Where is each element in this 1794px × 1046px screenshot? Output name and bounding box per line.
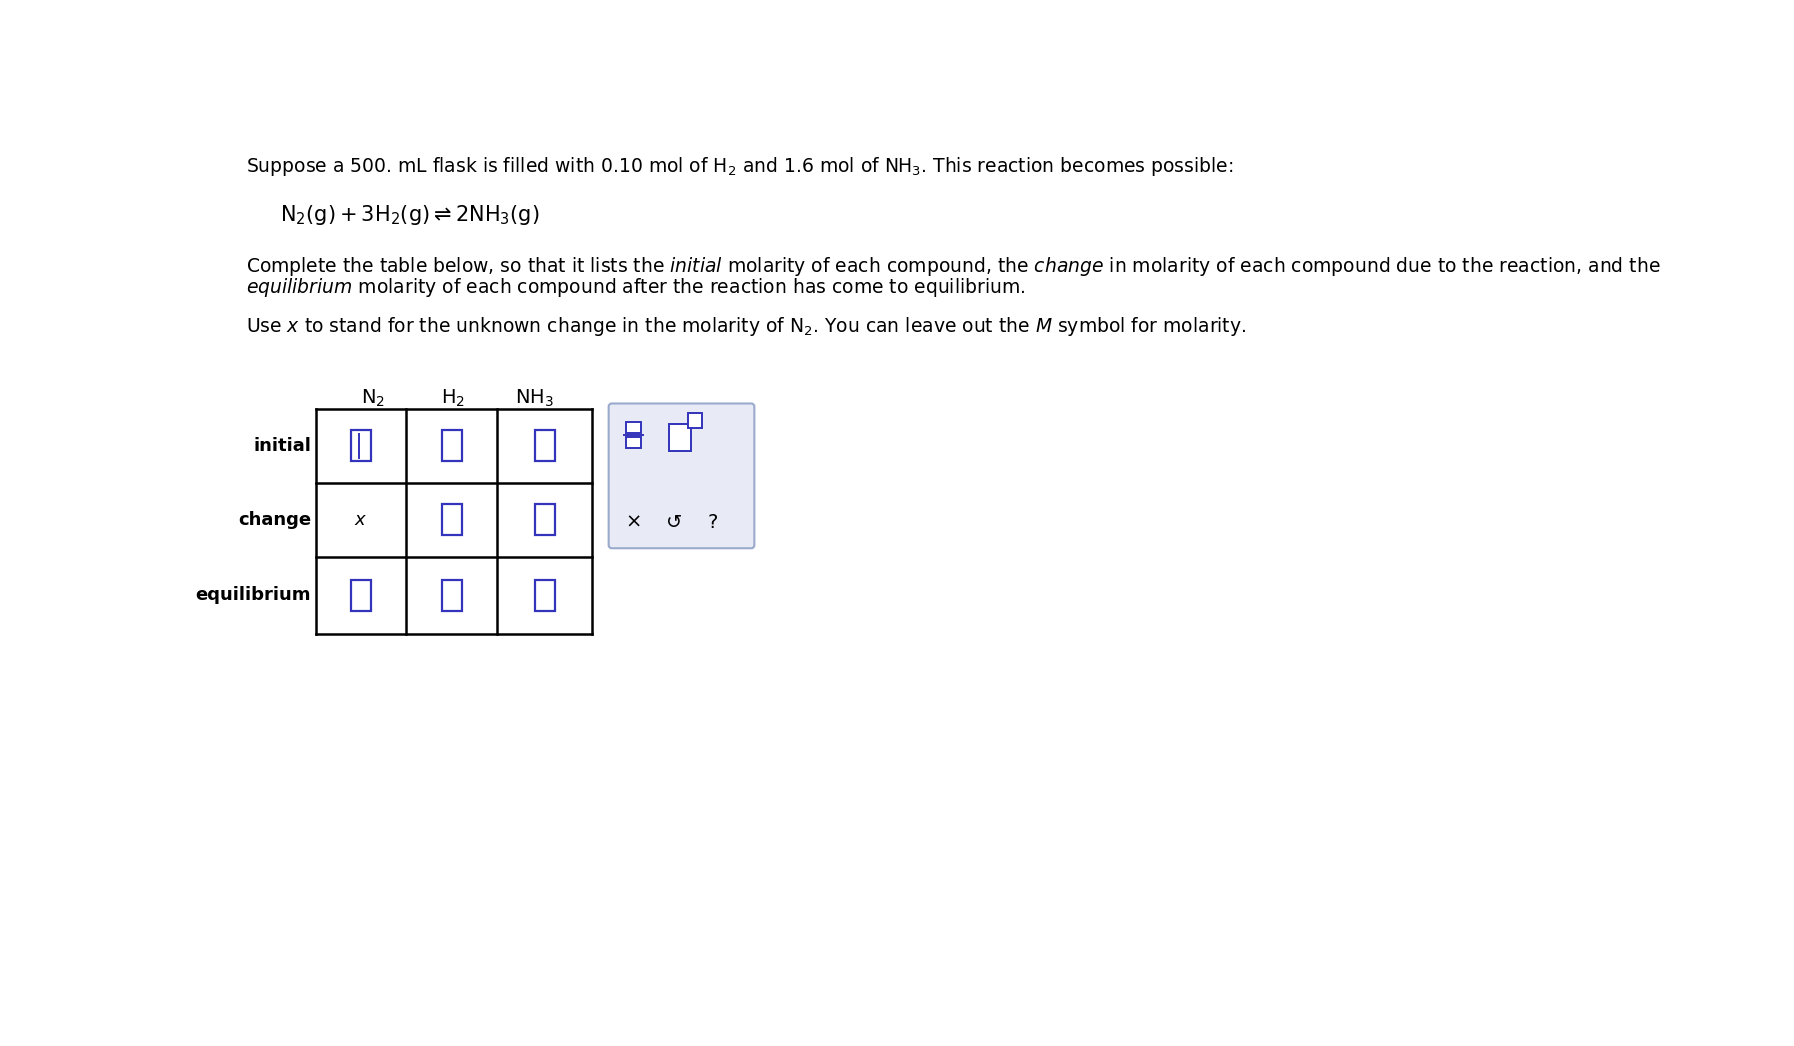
Bar bbox=[441, 579, 461, 611]
Text: $\mathrm{N_2}$: $\mathrm{N_2}$ bbox=[361, 387, 386, 409]
Bar bbox=[535, 431, 554, 461]
Text: $\mathrm{N_2(g)+3H_2(g) \rightleftharpoons 2NH_3(g)}$: $\mathrm{N_2(g)+3H_2(g) \rightleftharpoo… bbox=[280, 203, 540, 227]
Bar bbox=[626, 422, 640, 433]
Bar bbox=[441, 431, 461, 461]
Text: Suppose a 500. mL flask is filled with 0.10 mol of H$_2$ and 1.6 mol of NH$_3$. : Suppose a 500. mL flask is filled with 0… bbox=[246, 155, 1234, 178]
Bar bbox=[352, 431, 371, 461]
Text: change: change bbox=[239, 510, 310, 529]
Bar bbox=[352, 579, 371, 611]
Text: $\mathrm{H_2}$: $\mathrm{H_2}$ bbox=[441, 387, 465, 409]
Text: ↺: ↺ bbox=[666, 513, 682, 531]
Text: equilibrium: equilibrium bbox=[196, 586, 310, 605]
Text: ?: ? bbox=[707, 513, 718, 531]
Text: Complete the table below, so that it lists the $\it{initial}$ molarity of each c: Complete the table below, so that it lis… bbox=[246, 255, 1661, 278]
Text: $\it{equilibrium}$ molarity of each compound after the reaction has come to equi: $\it{equilibrium}$ molarity of each comp… bbox=[246, 276, 1026, 299]
Bar bbox=[669, 424, 691, 451]
FancyBboxPatch shape bbox=[608, 404, 753, 548]
Text: ×: × bbox=[626, 513, 642, 531]
Bar bbox=[687, 413, 701, 428]
Text: $\mathrm{NH_3}$: $\mathrm{NH_3}$ bbox=[515, 387, 554, 409]
Bar bbox=[626, 437, 640, 448]
Bar bbox=[441, 504, 461, 536]
Bar bbox=[535, 579, 554, 611]
Bar bbox=[535, 504, 554, 536]
Text: $\it{x}$: $\it{x}$ bbox=[355, 510, 368, 529]
Text: initial: initial bbox=[253, 437, 310, 455]
Text: Use $\it{x}$ to stand for the unknown change in the molarity of N$_2$. You can l: Use $\it{x}$ to stand for the unknown ch… bbox=[246, 315, 1247, 338]
